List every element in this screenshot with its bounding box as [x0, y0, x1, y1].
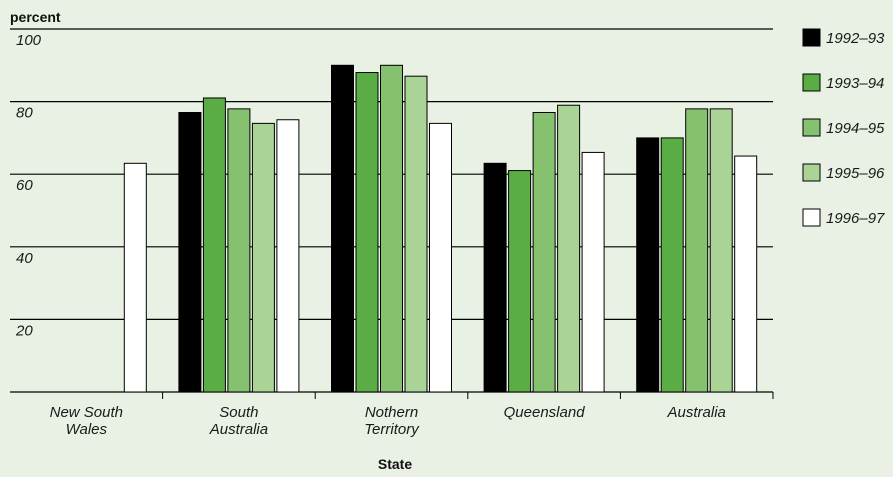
legend-label: 1992–93	[826, 30, 885, 47]
bar	[532, 111, 556, 393]
bar	[227, 108, 251, 393]
y-tick-label: 40	[16, 250, 33, 267]
bar	[709, 108, 733, 393]
bar	[734, 155, 758, 393]
bar	[404, 75, 428, 393]
legend-label: 1995–96	[826, 165, 885, 182]
bar	[202, 97, 226, 393]
x-tick-labels: New South Wales South Australia Nothern Terri…	[50, 404, 726, 438]
legend-label: 1996–97	[826, 210, 885, 227]
y-tick-label: 100	[16, 32, 42, 49]
bar	[483, 162, 507, 393]
y-tick-label: 20	[15, 322, 33, 339]
x-tick-label: Australia	[667, 404, 726, 421]
bars	[123, 64, 758, 393]
y-tick-labels: 20 40 60 80 100	[15, 32, 42, 339]
x-axis-title: State	[378, 456, 412, 472]
x-tick-label: New South Wales	[50, 404, 123, 438]
y-unit-label: percent	[10, 9, 61, 25]
bar	[380, 64, 403, 393]
bar	[276, 119, 300, 393]
y-tick-label: 60	[16, 177, 33, 194]
legend-label: 1993–94	[826, 75, 884, 92]
bar	[178, 111, 202, 393]
x-tick-label: South Australia	[209, 404, 268, 438]
bar	[557, 104, 581, 393]
legend-swatch	[802, 163, 821, 182]
bar	[251, 122, 275, 393]
x-axis	[162, 392, 774, 399]
y-tick-label: 80	[16, 105, 33, 122]
bar	[123, 162, 147, 393]
bar	[636, 137, 660, 393]
legend-swatch	[802, 28, 821, 47]
bar	[429, 122, 452, 393]
bar	[508, 170, 532, 393]
bar	[685, 108, 709, 393]
legend-swatch	[802, 118, 821, 137]
bar	[581, 151, 605, 393]
legend-swatch	[802, 73, 821, 92]
bar	[355, 72, 379, 393]
bar	[660, 137, 684, 393]
bar	[331, 64, 354, 393]
legend-label: 1994–95	[826, 120, 885, 137]
x-tick-label: Nothern Territory	[364, 404, 420, 438]
legend-swatch	[802, 208, 821, 227]
x-tick-label: Queensland	[504, 404, 586, 421]
legend: 1992–93 1993–94 1994–95 1995–96 1996–97	[802, 28, 885, 227]
